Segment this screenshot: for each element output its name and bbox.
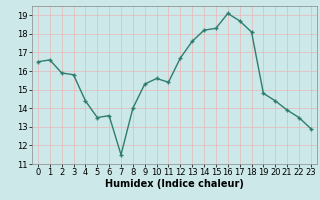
- X-axis label: Humidex (Indice chaleur): Humidex (Indice chaleur): [105, 179, 244, 189]
